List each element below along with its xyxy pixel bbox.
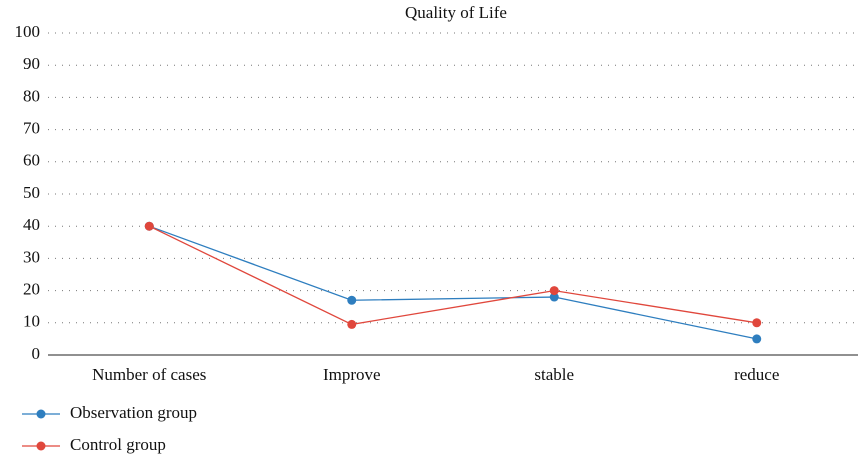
y-tick-label: 90 — [23, 54, 40, 73]
data-point — [144, 221, 154, 231]
data-point — [752, 334, 762, 344]
y-tick-label: 70 — [23, 119, 40, 138]
chart-title: Quality of Life — [405, 3, 507, 22]
legend-marker — [36, 409, 46, 419]
legend-label: Observation group — [70, 403, 197, 422]
data-point — [752, 318, 762, 328]
y-tick-label: 80 — [23, 86, 40, 105]
y-tick-label: 30 — [23, 247, 40, 266]
data-point — [549, 286, 559, 296]
legend-label: Control group — [70, 435, 166, 454]
y-tick-label: 50 — [23, 183, 40, 202]
x-tick-label: reduce — [734, 365, 779, 384]
y-tick-label: 60 — [23, 151, 40, 170]
y-tick-label: 10 — [23, 312, 40, 331]
data-point — [347, 295, 357, 305]
x-tick-label: Number of cases — [92, 365, 206, 384]
y-tick-label: 20 — [23, 280, 40, 299]
y-tick-label: 100 — [15, 22, 41, 41]
x-tick-label: Improve — [323, 365, 381, 384]
y-tick-label: 40 — [23, 215, 40, 234]
series-line — [149, 225, 757, 340]
legend-marker — [36, 441, 46, 451]
x-tick-label: stable — [534, 365, 574, 384]
y-tick-label: 0 — [32, 344, 41, 363]
series-line — [148, 225, 757, 326]
data-point — [347, 319, 357, 329]
data-point — [549, 292, 559, 302]
